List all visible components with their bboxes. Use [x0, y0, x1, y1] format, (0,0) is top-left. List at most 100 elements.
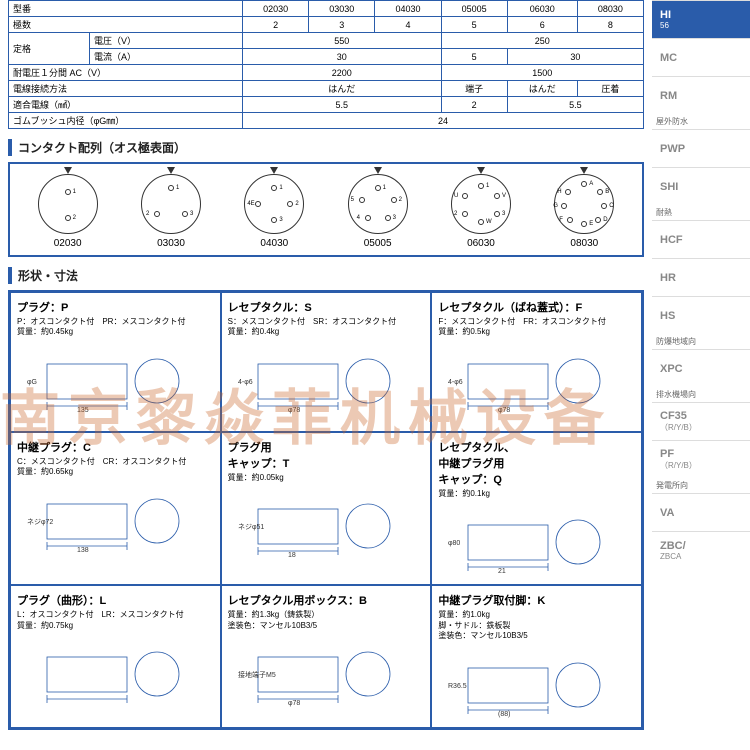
spec-header: 02030	[242, 1, 308, 17]
pin-label: 4E	[247, 201, 254, 207]
spec-rowlabel: 定格	[9, 33, 90, 65]
contact-label: 08030	[554, 238, 614, 249]
contact-diagram: 14E2304030	[244, 174, 304, 249]
contact-diagram: 1UV23W06030	[451, 174, 511, 249]
pin-label: 3	[393, 215, 396, 221]
spec-sublabel: 電圧（V）	[89, 33, 242, 49]
contact-label: 05005	[348, 238, 408, 249]
sidebar-item-pwp[interactable]: PWP	[652, 129, 750, 167]
contact-pin	[595, 217, 601, 223]
technical-drawing: φ78 接地端子M5	[228, 637, 408, 707]
spec-cell: 端子	[441, 81, 507, 97]
sidebar-sub: 56	[660, 21, 750, 30]
orientation-mark	[64, 167, 72, 174]
sidebar-item-xpc[interactable]: XPC	[652, 349, 750, 387]
contact-pin	[359, 197, 365, 203]
spec-rowlabel: 電線接続方法	[9, 81, 243, 97]
shape-cell: プラグ用キャップ：T 質量：約0.05kg 18 ネジφ51	[221, 432, 432, 585]
sidebar-item-hr[interactable]: HR	[652, 258, 750, 296]
shape-desc: S：メスコンタクト付 SR：オスコンタクト付質量：約0.4kg	[228, 317, 425, 338]
spec-cell: 8	[577, 17, 643, 33]
spec-cell: 5	[441, 17, 507, 33]
sidebar-item-hi[interactable]: HI56	[652, 0, 750, 38]
spec-cell: 6	[507, 17, 577, 33]
orientation-mark	[270, 167, 278, 174]
sidebar-category-label: 耐熱	[652, 205, 750, 220]
spec-cell: 5	[441, 49, 507, 65]
contact-circle: 12	[38, 174, 98, 234]
pin-label: 1	[279, 185, 282, 191]
pin-label: 3	[190, 211, 193, 217]
contact-layout-box: 12020301230303014E230403015243050051UV23…	[8, 162, 644, 257]
pin-label: 2	[146, 211, 149, 217]
shape-title: 中継プラグ：C	[17, 439, 214, 455]
technical-drawing: φ78 4-φ6	[438, 344, 618, 414]
spec-cell: 2200	[242, 65, 441, 81]
dim-text: R36.5	[448, 683, 467, 690]
contact-circle: 15243	[348, 174, 408, 234]
sidebar-item-hcf[interactable]: HCF	[652, 220, 750, 258]
contact-pin	[65, 189, 71, 195]
pin-label: A	[589, 181, 593, 187]
spec-cell: 550	[242, 33, 441, 49]
pin-label: F	[559, 217, 563, 223]
spec-cell: はんだ	[507, 81, 577, 97]
shape-desc: 質量：約0.1kg	[438, 489, 635, 499]
contact-pin	[375, 185, 381, 191]
spec-cell: 4	[375, 17, 441, 33]
shape-title: レセプタクル：S	[228, 299, 425, 315]
shape-title: レセプタクル、中継プラグ用キャップ：Q	[438, 439, 635, 487]
dim-text: 18	[288, 552, 296, 559]
sidebar-item-rm[interactable]: RM	[652, 76, 750, 114]
pin-label: H	[557, 189, 561, 195]
pin-label: 2	[454, 211, 457, 217]
shapes-grid: プラグ：P P：オスコンタクト付 PR：メスコンタクト付質量：約0.45kg 1…	[8, 290, 644, 730]
dim-text: φ80	[448, 540, 460, 547]
shape-title: プラグ（曲形）：L	[17, 592, 214, 608]
spec-sublabel: 電流（A）	[89, 49, 242, 65]
shape-cell: レセプタクル、中継プラグ用キャップ：Q 質量：約0.1kg 21 φ80	[431, 432, 642, 585]
spec-rowlabel: ゴムブッシュ内径（φG㎜）	[9, 113, 243, 129]
sidebar-item-zbc-[interactable]: ZBC/ZBCA	[652, 531, 750, 569]
spec-cell: 30	[242, 49, 441, 65]
pin-label: B	[605, 189, 609, 195]
shape-cell: プラグ：P P：オスコンタクト付 PR：メスコンタクト付質量：約0.45kg 1…	[10, 292, 221, 432]
contact-pin	[391, 197, 397, 203]
spec-header: 04030	[375, 1, 441, 17]
shape-cell: レセプタクル：S S：メスコンタクト付 SR：オスコンタクト付質量：約0.4kg…	[221, 292, 432, 432]
pin-label: D	[603, 217, 607, 223]
pin-label: 1	[73, 189, 76, 195]
contact-pin	[365, 215, 371, 221]
dim-text: φG	[27, 379, 37, 386]
contact-pin	[154, 211, 160, 217]
sidebar-category-label: 発電所向	[652, 478, 750, 493]
shape-title: 中継プラグ取付脚：K	[438, 592, 635, 608]
sidebar-item-pf[interactable]: PF（R/Y/B）	[652, 440, 750, 478]
dim-text: φ78	[288, 407, 300, 414]
spec-cell: はんだ	[242, 81, 441, 97]
sidebar-item-cf35[interactable]: CF35（R/Y/B）	[652, 402, 750, 440]
dim-text: ネジφ51	[238, 523, 264, 531]
sidebar-item-hs[interactable]: HS	[652, 296, 750, 334]
dim-text: ネジφ72	[27, 518, 53, 526]
shape-cell: プラグ（曲形）：L L：オスコンタクト付 LR：メスコンタクト付質量：約0.75…	[10, 585, 221, 727]
spec-table: 型番020300303004030050050603008030極数234568…	[8, 0, 644, 129]
contact-label: 03030	[141, 238, 201, 249]
orientation-mark	[374, 167, 382, 174]
technical-drawing: 18 ネジφ51	[228, 489, 408, 559]
sidebar-nav: HI56MCRM屋外防水PWPSHI耐熱HCFHRHS防爆地域向XPC排水機場向…	[652, 0, 750, 569]
dim-text: 138	[77, 547, 89, 554]
spec-cell: 2	[441, 97, 507, 113]
contact-pin	[65, 215, 71, 221]
shape-desc: L：オスコンタクト付 LR：メスコンタクト付質量：約0.75kg	[17, 610, 214, 631]
contact-pin	[597, 189, 603, 195]
sidebar-item-mc[interactable]: MC	[652, 38, 750, 76]
shape-cell: 中継プラグ取付脚：K 質量：約1.0kg脚・サドル：鉄板製塗装色：マンセル10B…	[431, 585, 642, 727]
spec-rowlabel: 適合電線（㎟）	[9, 97, 243, 113]
dim-text: 4-φ6	[238, 379, 253, 386]
contact-pin	[601, 203, 607, 209]
sidebar-item-shi[interactable]: SHI	[652, 167, 750, 205]
sidebar-item-va[interactable]: VA	[652, 493, 750, 531]
dim-text: φ78	[498, 407, 510, 414]
sidebar-category-label: 防爆地域向	[652, 334, 750, 349]
